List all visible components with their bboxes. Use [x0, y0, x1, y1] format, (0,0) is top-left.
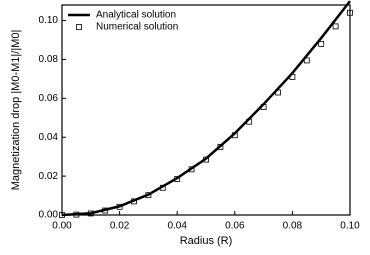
x-tick-label: 0.06	[225, 221, 245, 232]
data-point	[347, 9, 353, 16]
y-tick-label: 0.10	[39, 15, 59, 26]
data-point	[131, 198, 137, 205]
data-point	[260, 104, 267, 110]
y-tick-label: 0.08	[39, 54, 59, 65]
data-point	[145, 192, 152, 199]
legend-label: Analytical solution	[96, 10, 176, 21]
data-point	[174, 176, 181, 182]
analytical-line	[61, 0, 351, 217]
y-axis-label: Magnetization drop |M0-M1|/|M0|	[10, 30, 22, 191]
data-point	[87, 210, 94, 217]
legend-label: Numerical solution	[96, 22, 178, 33]
data-point	[188, 166, 195, 173]
data-point	[246, 118, 253, 125]
y-tick-label: 0.00	[39, 210, 59, 221]
data-point	[318, 40, 325, 47]
x-tick-label: 0.08	[283, 221, 303, 232]
data-point	[332, 23, 339, 30]
x-tick-label: 0.02	[110, 221, 130, 232]
y-tick-label: 0.04	[39, 132, 59, 143]
y-tick-label: 0.06	[39, 93, 59, 104]
data-point	[203, 156, 209, 163]
y-tick-label: 0.02	[39, 171, 59, 182]
x-tick-label: 0.04	[167, 221, 187, 232]
data-point	[116, 203, 123, 210]
data-point	[231, 132, 238, 139]
x-tick-label: 0.10	[340, 221, 360, 232]
x-axis-label: Radius (R)	[180, 235, 233, 247]
data-point	[102, 207, 109, 214]
data-point	[73, 211, 80, 218]
data-point	[159, 184, 166, 191]
data-point	[289, 74, 296, 80]
data-point	[59, 212, 65, 218]
x-tick-label: 0.00	[52, 221, 72, 232]
plot-frame	[61, 4, 351, 216]
legend-square	[76, 24, 82, 30]
data-point	[275, 89, 281, 96]
data-point	[217, 144, 224, 150]
data-point	[303, 57, 310, 64]
